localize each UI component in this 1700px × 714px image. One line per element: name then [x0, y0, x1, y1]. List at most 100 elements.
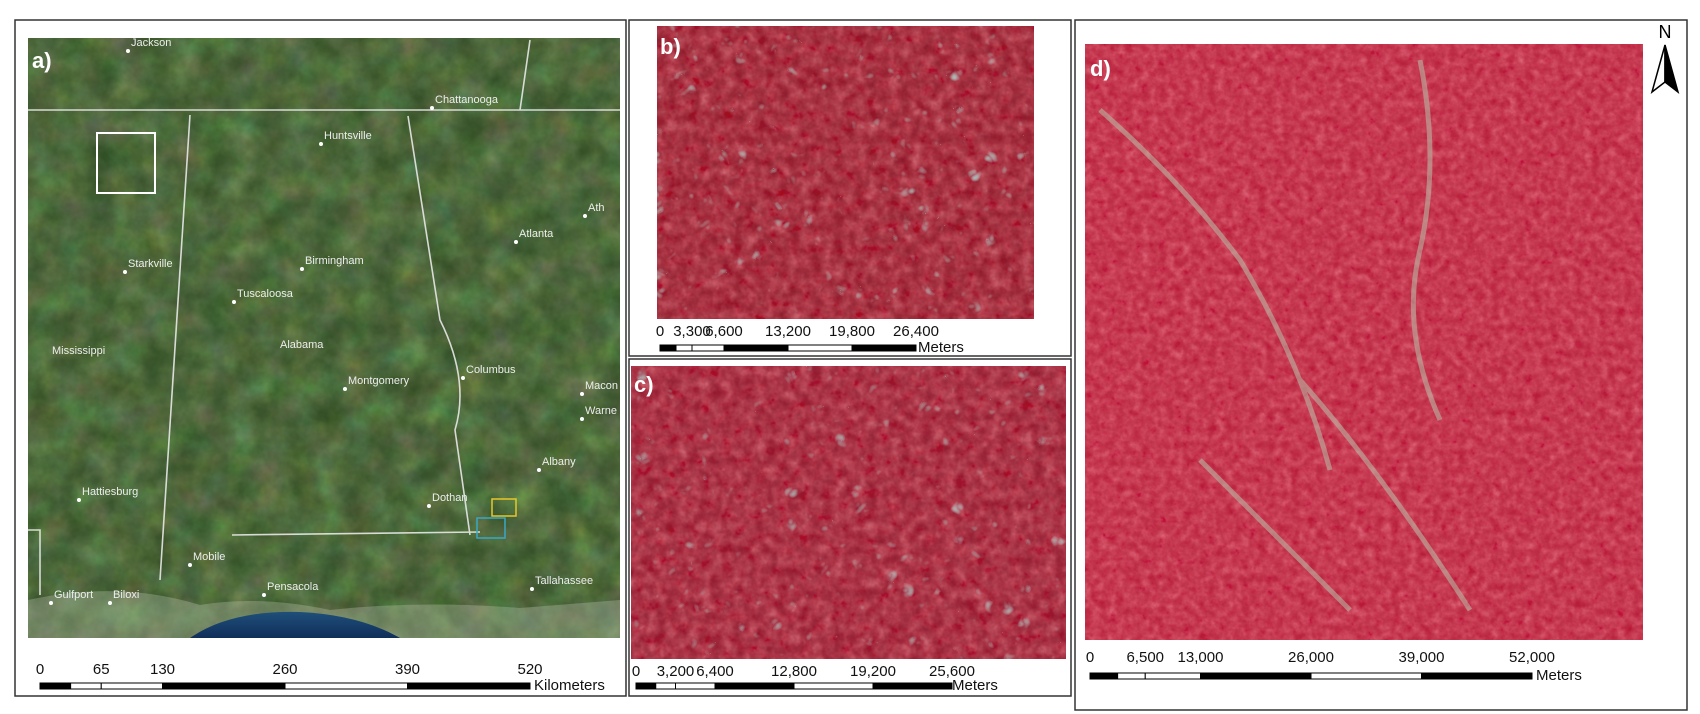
scale-tick-label: 26,000: [1288, 649, 1334, 666]
scale-tick-label: 25,600: [929, 663, 975, 680]
scale-segment: [691, 344, 725, 352]
scale-tick-label: 0: [36, 661, 44, 678]
scale-segment: [407, 682, 531, 690]
scale-segment: [1144, 672, 1201, 680]
false-color-image: [1085, 44, 1643, 640]
scale-segment: [100, 682, 163, 690]
place-label: Tallahassee: [535, 575, 593, 587]
city-dot: [514, 240, 518, 244]
scale-tick-label: 0: [1086, 649, 1094, 666]
scale-segment: [70, 682, 102, 690]
scale-tick-label: 390: [395, 661, 420, 678]
scale-tick-label: 19,800: [829, 323, 875, 340]
scale-segment: [39, 682, 72, 690]
scale-segment: [714, 682, 795, 690]
false-color-image: [657, 26, 1034, 319]
panel-label: d): [1090, 56, 1111, 81]
place-label: Biloxi: [113, 589, 139, 601]
scale-tick-label: 39,000: [1399, 649, 1445, 666]
city-dot: [232, 300, 236, 304]
scale-tick-label: 0: [656, 323, 664, 340]
place-label: Mobile: [193, 551, 225, 563]
place-label: Warne: [585, 405, 617, 417]
place-label: Pensacola: [267, 581, 319, 593]
scale-tick-label: 3,300: [673, 323, 711, 340]
scale-tick-label: 26,400: [893, 323, 939, 340]
place-label: Alabama: [280, 339, 324, 351]
false-color-image: [631, 366, 1066, 659]
scale-tick-label: 12,800: [771, 663, 817, 680]
place-label: Huntsville: [324, 130, 372, 142]
place-label: Ath: [588, 202, 605, 214]
city-dot: [461, 376, 465, 380]
city-dot: [537, 468, 541, 472]
scale-segment: [162, 682, 286, 690]
panel-label: b): [660, 34, 681, 59]
scale-unit: Meters: [1536, 667, 1582, 684]
city-dot: [108, 601, 112, 605]
city-dot: [530, 587, 534, 591]
city-dot: [343, 387, 347, 391]
scale-tick-label: 13,000: [1178, 649, 1224, 666]
scale-unit: Kilometers: [534, 677, 605, 694]
city-dot: [123, 270, 127, 274]
scale-segment: [1421, 672, 1533, 680]
satellite-map: [28, 38, 620, 638]
scale-unit: Meters: [918, 339, 964, 356]
city-dot: [583, 214, 587, 218]
scale-tick-label: 6,500: [1126, 649, 1164, 666]
north-label: N: [1659, 22, 1672, 42]
city-dot: [126, 49, 130, 53]
scale-tick-label: 3,200: [657, 663, 695, 680]
panel-label: c): [634, 372, 654, 397]
city-dot: [49, 601, 53, 605]
city-dot: [77, 498, 81, 502]
place-label: Dothan: [432, 492, 467, 504]
scale-unit: Meters: [952, 677, 998, 694]
scale-segment: [1117, 672, 1146, 680]
city-dot: [580, 417, 584, 421]
panel-label: a): [32, 48, 52, 73]
scale-tick-label: 65: [93, 661, 110, 678]
scale-segment: [655, 682, 676, 690]
city-dot: [580, 392, 584, 396]
scale-tick-label: 520: [517, 661, 542, 678]
city-dot: [300, 267, 304, 271]
scale-tick-label: 130: [150, 661, 175, 678]
place-label: Hattiesburg: [82, 486, 138, 498]
scale-segment: [284, 682, 408, 690]
place-label: Jackson: [131, 37, 171, 49]
scale-tick-label: 52,000: [1509, 649, 1555, 666]
scale-segment: [723, 344, 789, 352]
scale-segment: [1089, 672, 1119, 680]
place-label: Birmingham: [305, 255, 364, 267]
city-dot: [430, 106, 434, 110]
place-label: Starkville: [128, 258, 173, 270]
place-label: Tuscaloosa: [237, 288, 294, 300]
scale-tick-label: 6,400: [696, 663, 734, 680]
scale-segment: [659, 344, 677, 352]
place-label: Albany: [542, 456, 576, 468]
scale-segment: [787, 344, 853, 352]
city-dot: [427, 504, 431, 508]
scale-tick-label: 19,200: [850, 663, 896, 680]
city-dot: [262, 593, 266, 597]
scale-segment: [675, 682, 716, 690]
city-dot: [319, 142, 323, 146]
north-arrow: N: [1650, 22, 1680, 94]
scale-segment: [793, 682, 874, 690]
scale-tick-label: 0: [632, 663, 640, 680]
place-label: Mississippi: [52, 345, 105, 357]
place-label: Columbus: [466, 364, 516, 376]
place-label: Montgomery: [348, 375, 410, 387]
scale-segment: [675, 344, 693, 352]
scale-tick-label: 6,600: [705, 323, 743, 340]
place-label: Gulfport: [54, 589, 93, 601]
scale-tick-label: 13,200: [765, 323, 811, 340]
scale-tick-label: 260: [272, 661, 297, 678]
scale-segment: [851, 344, 917, 352]
scale-segment: [872, 682, 953, 690]
city-dot: [188, 563, 192, 567]
place-label: Chattanooga: [435, 94, 499, 106]
scale-segment: [1200, 672, 1312, 680]
